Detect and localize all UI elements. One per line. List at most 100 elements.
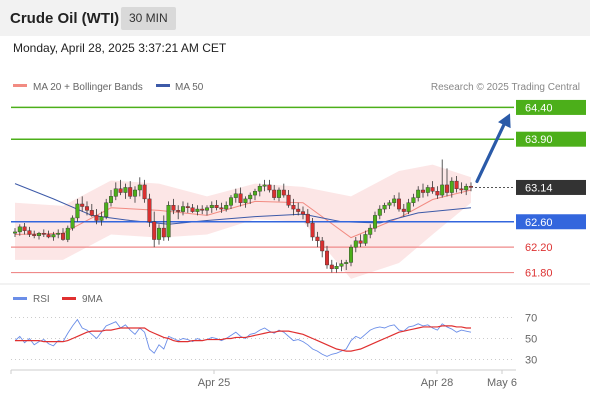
level-tag-63-14 — [516, 179, 586, 195]
rsi-legend: RSI 9MA — [13, 294, 103, 305]
candle-body — [248, 194, 253, 200]
candle-body — [204, 207, 209, 211]
candle-body — [401, 208, 406, 212]
candle-body — [368, 227, 373, 235]
candle-body — [123, 187, 128, 193]
candle-body — [22, 226, 27, 231]
level-label-61-80: 61.80 — [525, 268, 553, 280]
timeframe-badge[interactable]: 30 MIN — [121, 7, 176, 30]
candle-body — [84, 206, 89, 211]
candle-body — [382, 205, 387, 210]
candle-body — [161, 227, 166, 238]
candle-body — [12, 231, 17, 234]
candle-body — [459, 188, 464, 191]
candle-body — [373, 215, 378, 229]
candle-body — [406, 202, 411, 212]
candle-body — [219, 207, 224, 210]
candle-body — [27, 230, 32, 235]
candle-body — [89, 210, 94, 216]
candle-body — [416, 189, 421, 198]
candle-body — [243, 198, 248, 203]
price-legend: MA 20 + Bollinger Bands MA 50 Research ©… — [13, 82, 580, 93]
candle-body — [224, 205, 229, 210]
candle-body — [421, 189, 426, 193]
candle-body — [142, 184, 147, 200]
candlesticks — [12, 159, 474, 273]
ma20-legend-label: MA 20 + Bollinger Bands — [33, 82, 143, 93]
candle-body — [445, 184, 450, 193]
candle-body — [329, 264, 334, 269]
candle-body — [233, 193, 238, 198]
ma50-legend-swatch — [156, 84, 170, 87]
candle-body — [147, 198, 152, 222]
candle-body — [51, 234, 56, 238]
x-axis: Apr 25 Apr 28 May 6 — [10, 369, 517, 389]
rsi-ma-legend-swatch — [62, 297, 76, 300]
candle-body — [113, 188, 118, 197]
candle-body — [190, 207, 195, 212]
candle-body — [325, 250, 330, 266]
candle-body — [296, 208, 301, 212]
candle-body — [464, 185, 469, 191]
candle-body — [70, 217, 75, 229]
level-tag-64-40 — [516, 99, 586, 115]
level-tags: 64.40 63.90 63.14 62.60 62.20 61.80 — [516, 99, 586, 280]
candle-body — [228, 197, 233, 206]
candle-body — [200, 208, 205, 211]
candle-body — [281, 189, 286, 196]
candle-body — [171, 205, 176, 211]
price-levels — [11, 106, 514, 274]
timestamp: Monday, April 28, 2025 3:37:21 AM CET — [13, 41, 227, 55]
candle-body — [209, 205, 214, 208]
level-label-63-14: 63.14 — [525, 182, 553, 194]
candle-body — [185, 206, 190, 208]
candle-body — [94, 215, 99, 221]
candle-body — [238, 193, 243, 203]
candle-body — [108, 196, 113, 203]
projection-arrow-head — [498, 113, 511, 129]
ma50-legend-label: MA 50 — [175, 82, 204, 93]
candle-body — [301, 211, 306, 215]
candle-body — [334, 266, 339, 269]
candle-body — [363, 234, 368, 244]
candle-body — [46, 234, 51, 238]
candle-body — [180, 206, 185, 212]
level-label-62-60: 62.60 — [525, 217, 553, 229]
candle-body — [339, 263, 344, 267]
candle-body — [32, 234, 37, 236]
candle-body — [166, 205, 171, 238]
level-label-62-20: 62.20 — [525, 242, 553, 254]
candle-body — [262, 184, 267, 187]
candle-body — [469, 185, 474, 188]
level-label-63-90: 63.90 — [525, 134, 553, 146]
candle-body — [353, 240, 358, 248]
candle-body — [397, 198, 402, 210]
rsi-ma-line — [15, 325, 471, 352]
candle-body — [214, 205, 219, 208]
rsi-tick-50: 50 — [525, 334, 537, 346]
x-tick-label: May 6 — [487, 377, 517, 389]
candle-body — [80, 203, 85, 207]
candle-body — [118, 188, 123, 193]
rsi-ma-legend-label: 9MA — [82, 294, 103, 305]
candle-body — [440, 184, 445, 196]
candle-body — [310, 222, 315, 238]
candle-body — [277, 189, 282, 198]
candle-body — [61, 232, 66, 240]
candle-body — [267, 184, 272, 191]
candle-body — [104, 202, 109, 217]
candle-body — [392, 198, 397, 203]
candle-body — [358, 240, 363, 244]
candle-body — [99, 216, 104, 221]
candle-body — [305, 213, 310, 224]
rsi-tick-70: 70 — [525, 313, 537, 325]
rsi-tick-30: 30 — [525, 355, 537, 367]
candle-body — [272, 189, 277, 198]
candle-body — [257, 185, 262, 192]
candle-body — [291, 205, 296, 210]
x-tick-label: Apr 25 — [198, 377, 230, 389]
candle-body — [349, 246, 354, 263]
x-tick-label: Apr 28 — [421, 377, 453, 389]
